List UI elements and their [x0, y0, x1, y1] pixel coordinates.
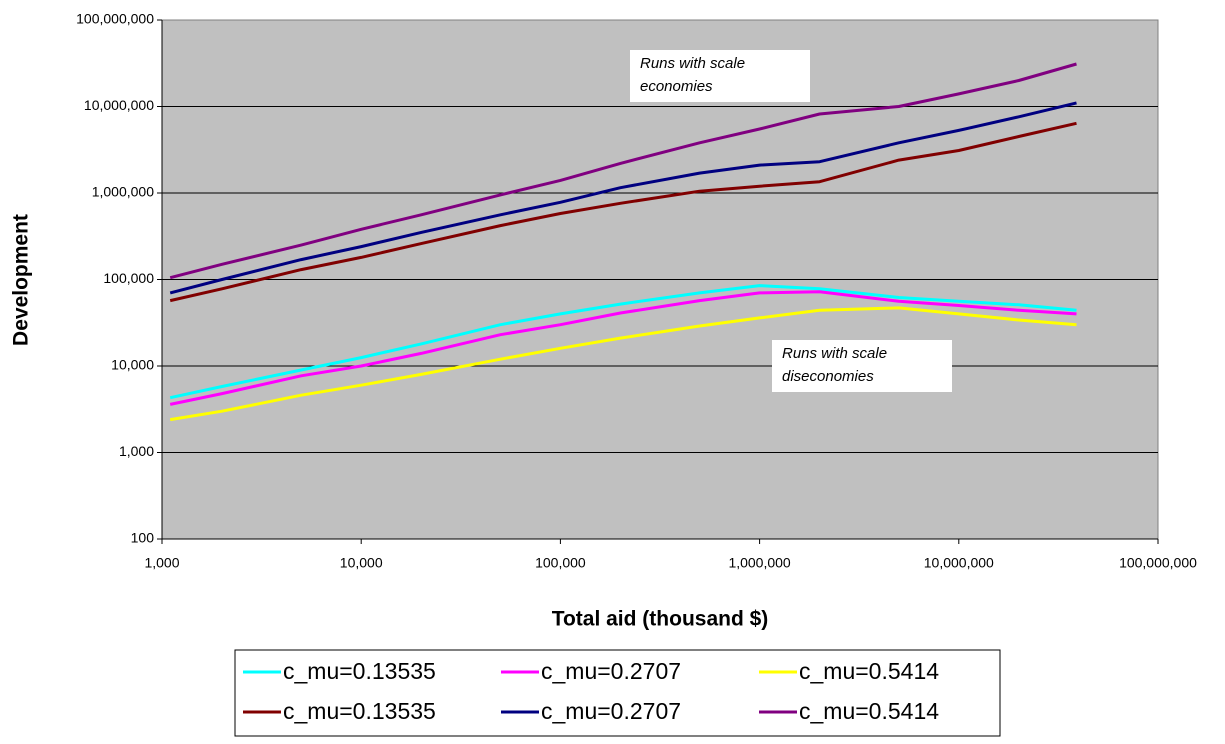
x-tick-label: 1,000,000: [728, 555, 790, 571]
legend-label: c_mu=0.13535: [283, 698, 436, 724]
y-tick-label: 1,000: [119, 443, 154, 459]
series-line: [169, 290, 1077, 406]
series-line: [169, 121, 1077, 303]
x-axis-title: Total aid (thousand $): [552, 608, 769, 631]
legend: [234, 649, 1001, 737]
y-tick-label: 100,000,000: [76, 11, 154, 27]
annotation-box: [772, 340, 952, 392]
y-tick-label: 10,000,000: [84, 97, 154, 113]
y-tick-label: 1,000,000: [92, 184, 154, 200]
series-line: [169, 101, 1077, 295]
series-line: [169, 306, 1077, 422]
annotation-box: [630, 50, 810, 102]
y-tick-label: 100,000: [103, 270, 154, 286]
x-tick-label: 100,000,000: [1119, 555, 1197, 571]
series-line: [169, 62, 1077, 280]
annotation-text: Runs with scale: [640, 55, 745, 72]
legend-label: c_mu=0.5414: [799, 658, 939, 684]
y-tick-label: 100: [131, 530, 155, 546]
legend-label: c_mu=0.13535: [283, 658, 436, 684]
annotation-text: diseconomies: [782, 368, 874, 385]
series-line: [169, 284, 1077, 400]
annotation-text: Runs with scale: [782, 345, 887, 362]
legend-label: c_mu=0.2707: [541, 658, 681, 684]
y-axis-title: Development: [10, 214, 33, 346]
x-tick-label: 100,000: [535, 555, 586, 571]
x-tick-label: 1,000: [144, 555, 179, 571]
annotation-text: economies: [640, 78, 713, 95]
legend-label: c_mu=0.5414: [799, 698, 939, 724]
y-tick-label: 10,000: [111, 357, 154, 373]
legend-label: c_mu=0.2707: [541, 698, 681, 724]
x-tick-label: 10,000,000: [924, 555, 994, 571]
x-tick-label: 10,000: [340, 555, 383, 571]
